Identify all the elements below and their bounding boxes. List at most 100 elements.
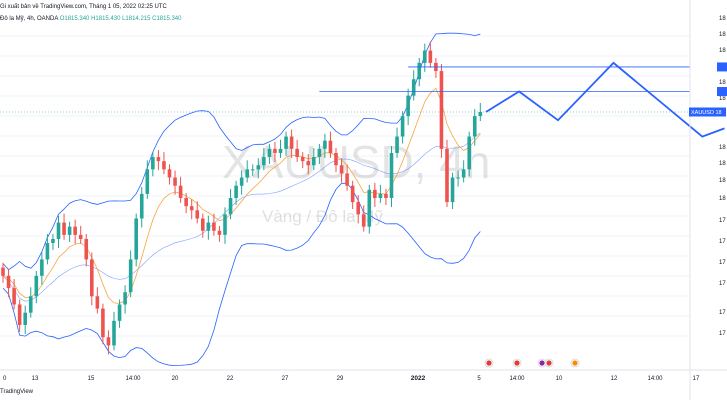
symbol-info: Đô la Mỹ, 4h, OANDA O1815.340 H1815.430 …: [0, 16, 181, 22]
y-tick-label: 17: [719, 310, 726, 316]
x-tick-label: 12: [611, 376, 618, 382]
brand-text: TradingView: [0, 389, 34, 395]
candle-body: [28, 296, 33, 313]
candle-body: [139, 193, 144, 219]
candle-body: [40, 259, 44, 276]
candle-body: [411, 79, 416, 96]
candle-body: [228, 198, 233, 215]
candle-body: [51, 238, 55, 244]
candle-body: [278, 148, 283, 153]
candle-body: [445, 148, 449, 203]
candle-body: [67, 226, 72, 235]
candle-body: [234, 185, 238, 198]
candle-body: [162, 161, 166, 170]
candle-body: [267, 148, 272, 158]
projection-path[interactable]: [485, 61, 725, 138]
economic-events[interactable]: [484, 358, 580, 368]
x-tick-label: 2022: [411, 375, 426, 382]
x-tick-label: 14:00: [125, 376, 141, 382]
candle-body: [439, 71, 444, 149]
candle-body: [223, 214, 227, 235]
y-tick-label: 18: [719, 32, 726, 38]
candle-body: [128, 259, 133, 293]
candle-body: [212, 222, 216, 231]
x-tick-label: 0: [3, 376, 7, 382]
candle-body: [106, 337, 111, 346]
y-tick-label: 17: [719, 260, 726, 266]
candle-body: [239, 177, 244, 186]
y-tick-label: 18: [719, 145, 726, 151]
candle-body: [95, 296, 100, 309]
y-tick-label: 18: [719, 96, 726, 102]
candle-body: [373, 189, 377, 198]
x-tick-label: 17: [693, 376, 700, 382]
candle-body: [339, 165, 344, 174]
ohlc-values: O1815.340 H1815.430 L1814.215 C1815.340: [59, 16, 182, 22]
candle-body: [112, 320, 116, 346]
candle-body: [456, 177, 460, 179]
candle-body: [178, 185, 183, 198]
y-tick-label: 18: [719, 80, 726, 86]
candle-body: [323, 140, 327, 149]
candle-body: [450, 177, 455, 203]
x-tick-label: 20: [172, 376, 179, 382]
candle-body: [478, 112, 483, 117]
candle-body: [384, 193, 388, 198]
candle-body: [12, 288, 16, 305]
x-tick-label: 10: [556, 376, 563, 382]
candle-body: [134, 218, 138, 260]
candle-body: [189, 206, 194, 211]
candle-body: [306, 161, 311, 166]
candle-body: [345, 173, 349, 186]
candle-body: [350, 185, 355, 203]
candle-body: [73, 226, 77, 235]
candle-body: [472, 116, 477, 137]
lower-band: [2, 182, 481, 366]
candle-body: [201, 218, 205, 231]
candle-body: [256, 165, 261, 170]
y-tick-label: 17: [719, 239, 726, 245]
candle-body: [184, 198, 188, 207]
x-tick-label: 29: [337, 376, 344, 382]
candle-body: [317, 148, 322, 158]
candle-body: [123, 292, 127, 305]
candle-body: [151, 157, 155, 170]
candle-body: [78, 234, 83, 239]
candle-body: [417, 62, 422, 80]
candle-body: [245, 169, 249, 178]
x-tick-label: 13: [32, 376, 39, 382]
candle-body: [206, 222, 211, 231]
x-tick-label: 22: [227, 376, 234, 382]
candle-body: [428, 50, 433, 63]
chart-grid: [0, 35, 690, 337]
x-tick-label: 15: [88, 376, 95, 382]
watermark-name: Vàng / Đô la Mỹ: [262, 207, 383, 226]
candle-body: [406, 95, 410, 117]
candle-body: [167, 169, 172, 178]
candle-body: [312, 157, 316, 166]
level-tag-box: [717, 62, 727, 72]
candle-body: [356, 202, 360, 215]
candle-body: [467, 136, 471, 170]
ema-line: [2, 87, 481, 304]
projection-line: [485, 61, 725, 138]
candle-body: [156, 157, 161, 162]
price-tag-box: [689, 107, 726, 117]
event-flag-dot: [514, 360, 520, 366]
x-tick-label: 5: [477, 376, 481, 382]
bollinger-bands: [2, 32, 481, 366]
candle-body: [378, 193, 383, 198]
candle-body: [90, 259, 94, 297]
middle-band: [2, 132, 481, 302]
resistance-levels[interactable]: [319, 66, 690, 92]
candle-body: [389, 152, 394, 198]
candle-body: [117, 304, 122, 321]
candle-body: [262, 157, 266, 166]
y-tick-label: 17: [719, 218, 726, 224]
candle-body: [361, 214, 366, 227]
candle-body: [461, 169, 466, 178]
candle-body: [84, 238, 89, 260]
y-tick-label: 18: [719, 48, 726, 54]
candle-body: [1, 267, 5, 276]
